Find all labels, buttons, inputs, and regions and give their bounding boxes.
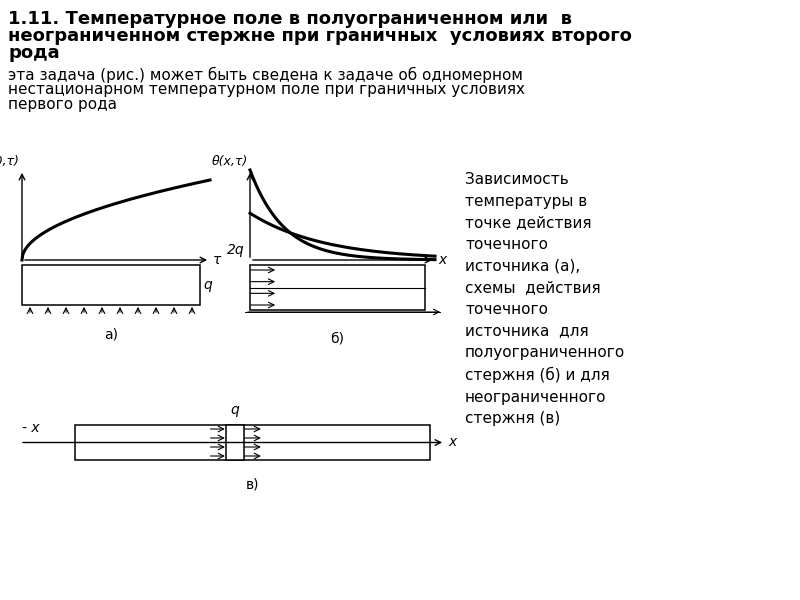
Text: 1.11. Температурное поле в полуограниченном или  в: 1.11. Температурное поле в полуограничен… bbox=[8, 10, 572, 28]
Text: - x: - x bbox=[22, 421, 40, 434]
Bar bbox=[22, 265, 200, 305]
Text: б): б) bbox=[330, 332, 345, 346]
Text: x: x bbox=[438, 253, 446, 267]
Text: рода: рода bbox=[8, 44, 60, 62]
Text: неограниченном стержне при граничных  условиях второго: неограниченном стержне при граничных усл… bbox=[8, 27, 632, 45]
Text: а): а) bbox=[104, 327, 118, 341]
Bar bbox=[75, 425, 430, 460]
Text: x: x bbox=[448, 436, 456, 449]
Text: θ(0,τ): θ(0,τ) bbox=[0, 155, 20, 168]
Text: θ(x,τ): θ(x,τ) bbox=[212, 155, 248, 168]
Bar bbox=[250, 265, 425, 310]
Text: первого рода: первого рода bbox=[8, 97, 117, 112]
Text: τ: τ bbox=[213, 253, 222, 267]
Text: в): в) bbox=[246, 478, 259, 492]
Bar bbox=[226, 425, 244, 460]
Text: Зависимость
температуры в
точке действия
точечного
источника (а),
схемы  действи: Зависимость температуры в точке действия… bbox=[465, 172, 626, 427]
Text: q: q bbox=[230, 403, 239, 417]
Text: q: q bbox=[203, 278, 212, 292]
Text: эта задача (рис.) может быть сведена к задаче об одномерном: эта задача (рис.) может быть сведена к з… bbox=[8, 67, 523, 83]
Text: нестационарном температурном поле при граничных условиях: нестационарном температурном поле при гр… bbox=[8, 82, 525, 97]
Text: 2q: 2q bbox=[227, 243, 245, 257]
